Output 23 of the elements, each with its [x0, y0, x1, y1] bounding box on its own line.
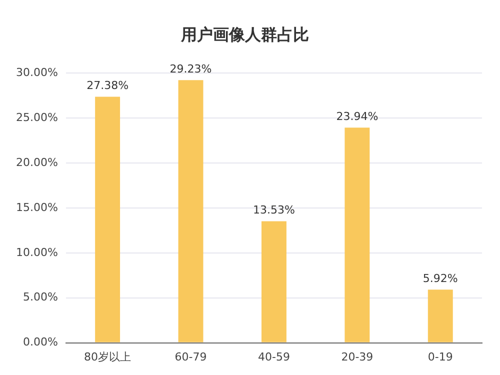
x-tick-label: 40-59	[258, 350, 290, 364]
data-label: 29.23%	[170, 62, 212, 76]
bar	[428, 290, 453, 342]
y-tick-label: 15.00%	[16, 200, 58, 214]
y-tick-label: 0.00%	[22, 336, 58, 349]
y-tick-label: 30.00%	[16, 66, 58, 80]
bar	[344, 128, 370, 342]
data-label: 13.53%	[252, 204, 295, 217]
data-label: 23.94%	[336, 110, 378, 124]
data-label: 27.38%	[86, 79, 129, 92]
x-tick-label: 80岁以上	[84, 350, 132, 364]
y-tick-label: 5.00%	[22, 290, 58, 304]
bar	[178, 80, 204, 342]
bar	[95, 96, 120, 342]
data-label: 5.92%	[422, 272, 458, 285]
x-tick-label: 0-19	[428, 350, 453, 364]
y-tick-label: 20.00%	[16, 156, 58, 169]
bar	[261, 221, 286, 342]
x-tick-label: 20-39	[341, 350, 374, 364]
y-tick-label: 25.00%	[16, 110, 58, 124]
x-tick-label: 60-79	[174, 350, 207, 364]
chart-title: 用户画像人群占比	[180, 24, 309, 44]
y-tick-label: 10.00%	[16, 246, 58, 259]
